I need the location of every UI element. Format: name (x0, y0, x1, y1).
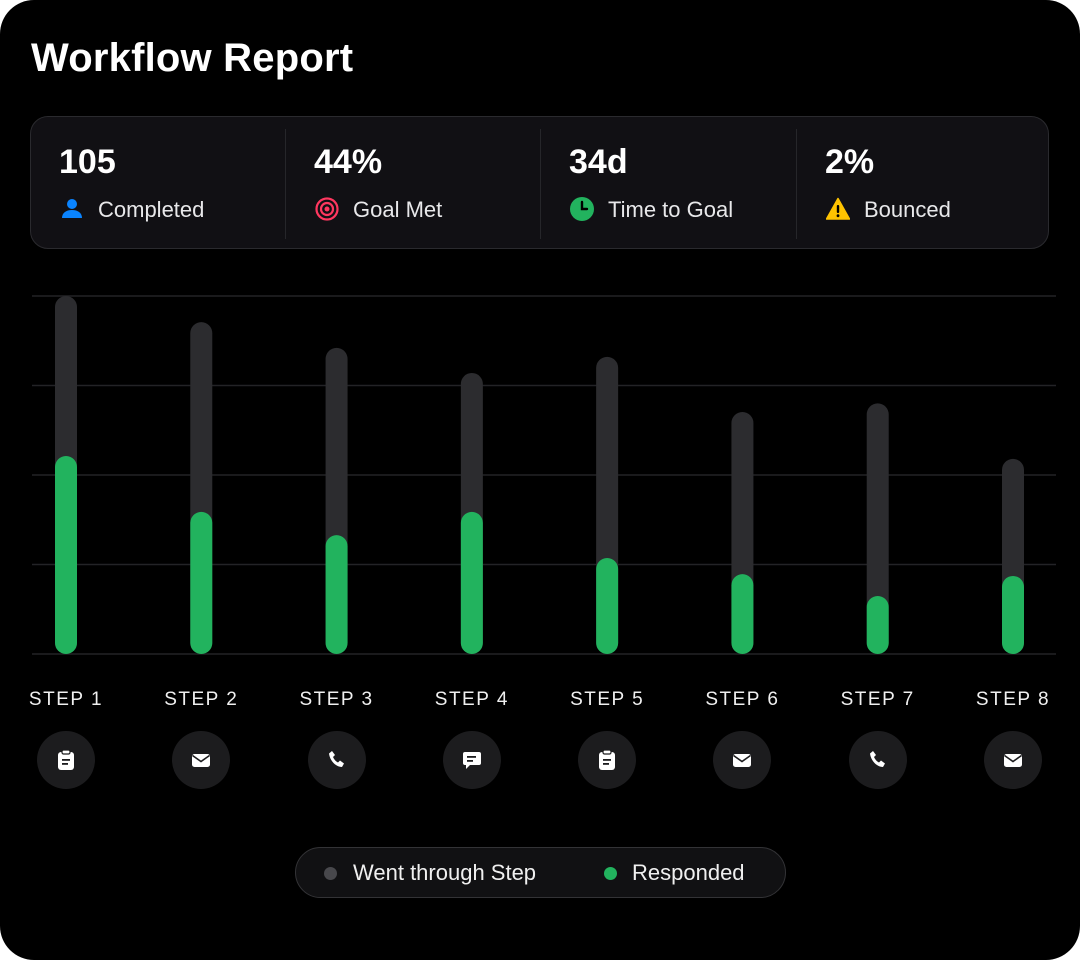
stat-label: Completed (98, 197, 205, 222)
bar-responded-5 (596, 558, 619, 654)
bar-responded-1 (55, 456, 77, 654)
step-label-6: STEP 6 (705, 689, 780, 710)
stat-completed: 105 Completed (31, 117, 286, 248)
page-title: Workflow Report (31, 36, 354, 80)
step-label-8: STEP 8 (975, 689, 1051, 710)
step-icon-button-6[interactable] (713, 731, 772, 789)
mail-icon (192, 754, 211, 767)
phone-icon (328, 751, 344, 767)
stat-value: 44% (314, 143, 383, 181)
step-label-2: STEP 2 (164, 689, 239, 710)
clipboard-icon (58, 749, 74, 770)
bar-responded-3 (325, 535, 348, 654)
legend-dot-responded (604, 867, 617, 880)
step-label-4: STEP 4 (434, 689, 509, 710)
bar-responded-6 (731, 574, 754, 654)
step-icon-button-7[interactable] (848, 731, 907, 789)
warning-icon (826, 197, 850, 220)
step-icon-button-4[interactable] (442, 731, 501, 789)
phone-icon (869, 751, 885, 767)
stat-value: 105 (59, 143, 116, 181)
target-icon (315, 197, 339, 221)
bar-responded-4 (460, 511, 483, 654)
legend-label-responded: Responded (632, 860, 745, 885)
step-icon-button-2[interactable] (172, 731, 231, 789)
mail-icon (1004, 754, 1022, 767)
step-label-5: STEP 5 (570, 689, 645, 710)
legend-dot-went-through (324, 867, 337, 880)
stat-value: 2% (825, 143, 875, 181)
chat-icon (462, 752, 481, 769)
step-label-1: STEP 1 (28, 689, 104, 710)
stats-panel: 105 Completed 44% Goal Met 34d Time to G… (30, 116, 1049, 249)
divider (285, 129, 286, 239)
divider (540, 129, 541, 239)
bar-responded-8 (1002, 575, 1024, 654)
mail-icon (733, 754, 752, 767)
step-label-7: STEP 7 (840, 689, 915, 710)
person-icon (62, 199, 82, 218)
step-icon-button-1[interactable] (37, 731, 95, 789)
chart-legend: Went through Step Responded (295, 847, 786, 898)
step-icon-button-8[interactable] (984, 731, 1042, 789)
stat-time-to-goal: 34d Time to Goal (541, 117, 796, 248)
stat-bounced: 2% Bounced (797, 117, 1052, 248)
stat-label: Time to Goal (608, 197, 734, 222)
bar-went-through-7 (866, 403, 889, 654)
stat-value: 34d (569, 143, 628, 181)
clock-icon (570, 197, 594, 221)
bar-responded-7 (866, 596, 889, 654)
divider (796, 129, 797, 239)
stat-goal-met: 44% Goal Met (286, 117, 541, 248)
step-icon-button-3[interactable] (307, 731, 366, 789)
step-label-3: STEP 3 (299, 689, 374, 710)
stat-label: Bounced (864, 197, 951, 222)
bar-chart (32, 295, 1056, 655)
bar-responded-2 (190, 511, 213, 654)
clipboard-icon (599, 749, 616, 770)
stat-label: Goal Met (353, 197, 443, 222)
step-icon-button-5[interactable] (578, 731, 637, 789)
legend-label-went-through: Went through Step (353, 860, 537, 885)
